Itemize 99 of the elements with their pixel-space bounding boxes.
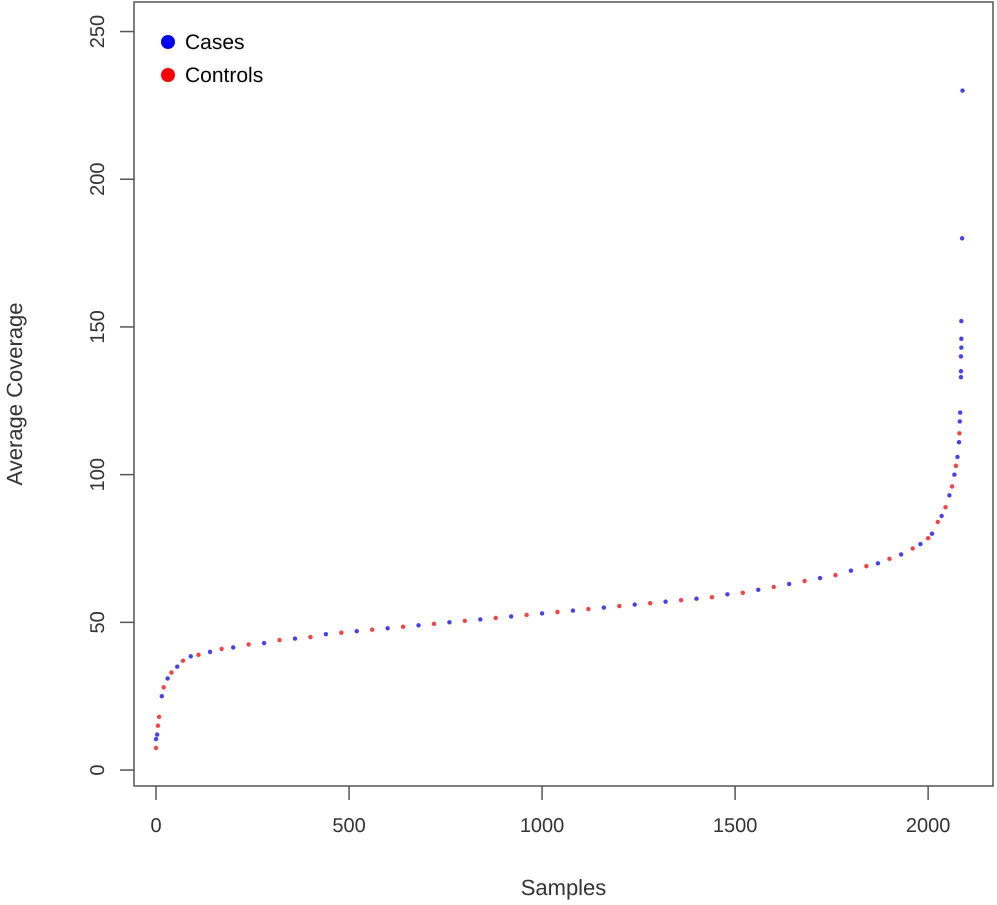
x-tick-label: 1000 bbox=[520, 815, 564, 837]
point bbox=[939, 514, 944, 518]
point bbox=[802, 578, 807, 584]
point bbox=[586, 606, 591, 612]
point bbox=[231, 645, 236, 650]
point bbox=[959, 336, 964, 341]
x-axis-title: Samples bbox=[520, 875, 606, 900]
point bbox=[910, 546, 915, 551]
point bbox=[324, 632, 328, 636]
point bbox=[958, 369, 964, 374]
point bbox=[246, 642, 251, 647]
point bbox=[956, 440, 962, 444]
point bbox=[602, 605, 606, 610]
point bbox=[208, 650, 212, 654]
point bbox=[354, 629, 359, 634]
point bbox=[725, 592, 730, 596]
y-tick-label: 100 bbox=[87, 458, 109, 492]
point bbox=[756, 588, 760, 592]
point bbox=[648, 600, 652, 606]
point bbox=[958, 374, 964, 380]
point bbox=[160, 694, 164, 698]
point bbox=[277, 638, 282, 642]
point bbox=[663, 599, 668, 604]
point bbox=[156, 724, 160, 728]
point bbox=[196, 652, 201, 658]
point bbox=[339, 630, 344, 635]
point bbox=[524, 612, 529, 618]
point bbox=[308, 634, 313, 640]
point bbox=[478, 617, 482, 622]
point bbox=[818, 576, 822, 580]
point bbox=[165, 676, 170, 681]
point bbox=[162, 685, 166, 690]
point bbox=[416, 623, 421, 628]
point bbox=[462, 618, 468, 624]
point bbox=[898, 552, 904, 557]
point bbox=[180, 658, 186, 663]
x-tick-label: 1500 bbox=[712, 815, 758, 837]
point bbox=[955, 454, 960, 460]
point bbox=[710, 595, 714, 600]
point bbox=[958, 419, 962, 424]
point bbox=[952, 472, 957, 477]
point bbox=[887, 556, 892, 562]
point bbox=[447, 620, 452, 625]
point bbox=[154, 732, 160, 737]
point bbox=[632, 602, 637, 607]
point bbox=[959, 345, 964, 350]
point bbox=[936, 520, 940, 524]
point bbox=[432, 622, 436, 626]
x-tick-label: 500 bbox=[332, 815, 366, 837]
point bbox=[960, 236, 964, 241]
point bbox=[864, 564, 869, 568]
point bbox=[370, 628, 374, 632]
point bbox=[958, 354, 964, 359]
point bbox=[947, 493, 952, 498]
point bbox=[848, 568, 854, 573]
point bbox=[918, 542, 923, 546]
y-tick-label: 0 bbox=[87, 764, 109, 776]
point bbox=[786, 582, 792, 586]
point bbox=[555, 610, 560, 614]
legend-label: Cases bbox=[185, 31, 245, 54]
y-tick-label: 150 bbox=[87, 310, 109, 344]
point bbox=[958, 410, 962, 415]
point bbox=[926, 536, 930, 540]
point bbox=[959, 318, 964, 324]
point bbox=[540, 611, 544, 616]
point bbox=[950, 484, 954, 489]
x-tick-label: 0 bbox=[150, 815, 162, 837]
point bbox=[154, 736, 158, 742]
point bbox=[292, 636, 298, 641]
legend-label: Controls bbox=[185, 64, 264, 87]
point bbox=[262, 640, 266, 646]
point bbox=[385, 626, 390, 630]
point bbox=[943, 504, 948, 510]
point bbox=[156, 714, 162, 720]
point bbox=[400, 624, 406, 629]
point bbox=[960, 88, 965, 93]
point bbox=[219, 646, 224, 652]
point bbox=[930, 532, 934, 536]
point bbox=[957, 431, 962, 436]
y-axis-title: Average Coverage bbox=[2, 302, 27, 486]
point bbox=[570, 608, 576, 613]
point bbox=[954, 464, 958, 468]
y-tick-label: 200 bbox=[87, 162, 109, 196]
point bbox=[508, 614, 514, 619]
x-tick-label: 2000 bbox=[906, 815, 950, 837]
point bbox=[617, 604, 622, 608]
point bbox=[740, 590, 746, 596]
point bbox=[494, 616, 498, 620]
point bbox=[833, 572, 838, 578]
point bbox=[678, 598, 684, 602]
point bbox=[876, 561, 880, 566]
point bbox=[154, 746, 158, 750]
point bbox=[694, 596, 699, 601]
point bbox=[772, 584, 776, 590]
y-tick-label: 50 bbox=[87, 611, 109, 634]
point bbox=[175, 664, 180, 669]
point bbox=[188, 654, 193, 659]
y-tick-label: 250 bbox=[87, 14, 109, 48]
point bbox=[169, 670, 174, 675]
